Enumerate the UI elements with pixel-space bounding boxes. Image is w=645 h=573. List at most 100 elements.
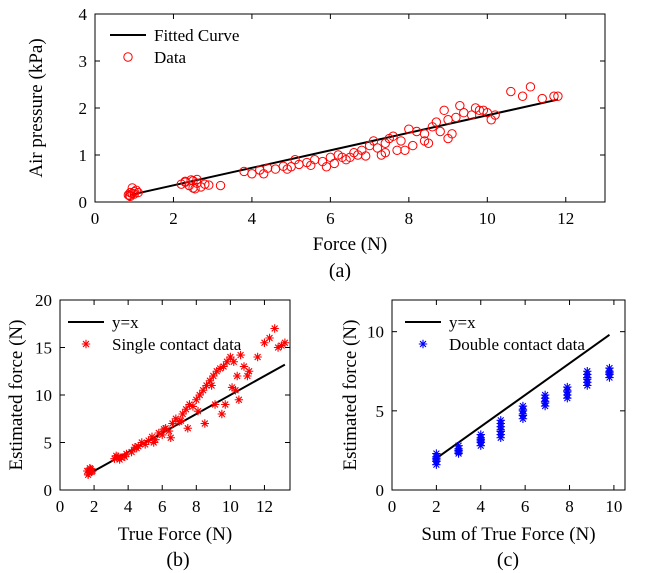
data-point: [229, 357, 238, 366]
data-point: [368, 136, 379, 146]
data-point: [120, 452, 129, 461]
data-point: [178, 409, 187, 419]
data-point: [517, 91, 528, 101]
data-point: [496, 416, 505, 425]
data-point: [486, 115, 496, 125]
data-point: [164, 426, 174, 436]
data-point: [439, 105, 449, 116]
data-point: [112, 451, 121, 460]
data-point: [212, 367, 221, 376]
y-axis-label-a: Air pressure (kPa): [26, 38, 47, 177]
data-point: [277, 341, 286, 350]
plot-area-c: [391, 299, 626, 491]
legend-entry-label: y=x: [449, 313, 476, 332]
data-point: [159, 425, 169, 434]
plot-area-b: [59, 299, 291, 491]
data-point: [137, 438, 146, 447]
data-point: [232, 371, 242, 381]
marks-b: [83, 324, 290, 479]
data-point: [260, 338, 269, 347]
data-point: [253, 352, 262, 362]
ticks-b: 0 2 4 6 8 10 12 0 5 10 15 20: [35, 291, 290, 516]
data-point: [219, 362, 228, 371]
data-point: [583, 367, 592, 376]
data-point: [384, 133, 394, 144]
x-tick-label: 12: [557, 209, 574, 228]
data-point: [147, 432, 157, 441]
x-axis-label-a: Force (N): [313, 234, 387, 255]
legend-marker-swatch: [81, 339, 91, 349]
data-point: [525, 82, 536, 92]
data-point: [200, 179, 210, 189]
data-point: [192, 174, 202, 185]
data-point: [140, 440, 150, 449]
y-tick-label: 4: [79, 5, 88, 24]
x-tick-label: 0: [388, 497, 397, 516]
x-tick-label: 10: [222, 497, 239, 516]
x-axis-label-b: True Force (N): [118, 524, 232, 545]
y-tick-label: 0: [376, 481, 385, 500]
data-point: [247, 169, 257, 179]
data-point: [185, 400, 194, 409]
data-point: [360, 151, 371, 161]
data-point: [204, 180, 214, 190]
data-point: [419, 136, 430, 146]
data-point: [506, 86, 516, 97]
data-point: [321, 162, 332, 172]
data-point: [419, 129, 430, 139]
y-tick-label: 0: [44, 481, 53, 500]
legend-entry-label: Fitted Curve: [154, 26, 239, 45]
data-point: [243, 371, 252, 381]
data-point: [193, 406, 203, 416]
data-point: [454, 441, 463, 450]
data-point: [176, 416, 186, 425]
legend-entry-label: Double contact data: [449, 335, 585, 354]
data-point: [127, 447, 136, 457]
x-tick-label: 4: [124, 497, 133, 516]
data-point: [166, 433, 175, 442]
data-point: [200, 419, 210, 428]
data-point: [110, 454, 119, 463]
x-tick-label: 4: [477, 497, 486, 516]
legend-entry-label: y=x: [112, 313, 139, 332]
legend-entry-label: Single contact data: [112, 335, 242, 354]
x-tick-label: 2: [169, 209, 178, 228]
data-point: [227, 383, 237, 392]
marks-c: [432, 334, 614, 469]
data-point: [432, 449, 441, 458]
data-point: [455, 100, 465, 111]
data-point: [209, 371, 218, 381]
data-point: [181, 405, 191, 414]
data-point: [83, 470, 93, 479]
x-tick-label: 4: [248, 209, 257, 228]
chart-panel-c: 0 2 4 6 8 10 0 5 10 y=x Double contact data Sum o…: [340, 299, 626, 571]
data-point: [188, 402, 198, 411]
x-tick-label: 0: [91, 209, 100, 228]
data-point: [549, 91, 559, 101]
panel-label-a: (a): [329, 260, 351, 282]
x-tick-label: 6: [521, 497, 530, 516]
data-point: [122, 449, 131, 459]
x-tick-label: 8: [565, 497, 574, 516]
data-point: [231, 386, 240, 395]
y-tick-label: 5: [44, 434, 53, 453]
data-point: [180, 176, 190, 187]
y-axis-label-c: Estimated force (N): [340, 320, 361, 471]
data-point: [183, 424, 192, 433]
data-point: [168, 419, 177, 428]
x-tick-label: 2: [432, 497, 441, 516]
data-point: [202, 381, 211, 390]
data-point: [258, 169, 269, 179]
data-point: [129, 189, 139, 199]
legend-b: y=x Single contact data: [68, 313, 242, 354]
data-point: [451, 112, 461, 123]
data-point: [372, 143, 383, 153]
chart-panel-b: 0 2 4 6 8 10 12 0 5 10 15 20 y=x Single contact data…: [6, 291, 291, 571]
x-tick-label: 0: [56, 497, 65, 516]
y-tick-label: 1: [79, 146, 88, 165]
data-point: [396, 136, 406, 146]
data-point: [392, 145, 402, 156]
data-point: [84, 468, 94, 478]
